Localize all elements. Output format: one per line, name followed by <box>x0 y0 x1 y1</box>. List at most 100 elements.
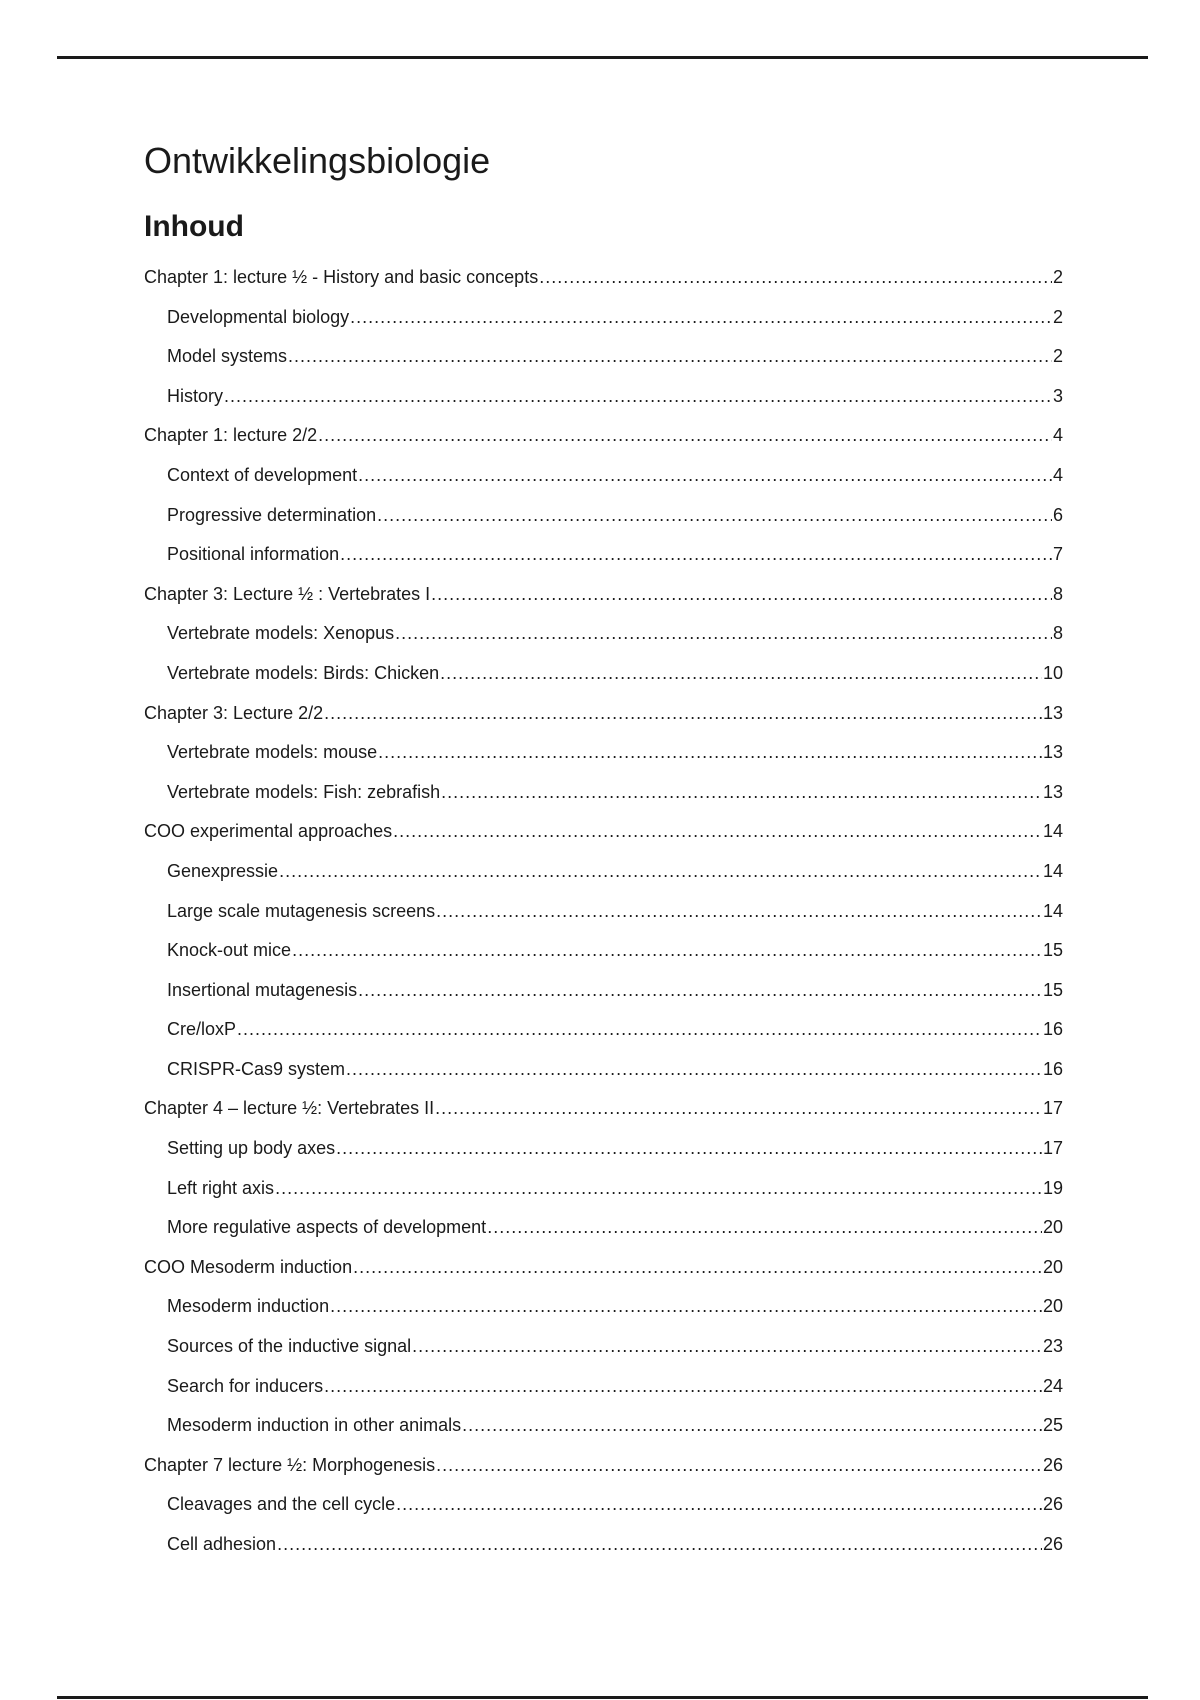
toc-entry-section[interactable]: Left right axis 19 <box>144 1174 1063 1214</box>
toc-entry-label: Vertebrate models: mouse <box>167 742 378 763</box>
toc-entry-label: Chapter 4 – lecture ½: Vertebrates II <box>144 1098 435 1119</box>
toc-entry-section[interactable]: Progressive determination 6 <box>144 501 1063 541</box>
toc-leader-dots <box>336 1134 1042 1162</box>
toc-entry-chapter[interactable]: Chapter 7 lecture ½: Morphogenesis 26 <box>144 1451 1063 1491</box>
toc-entry-section[interactable]: Mesoderm induction in other animals 25 <box>144 1411 1063 1451</box>
toc-leader-dots <box>377 501 1052 529</box>
toc-entry-section[interactable]: Cleavages and the cell cycle 26 <box>144 1490 1063 1530</box>
toc-entry-label: Insertional mutagenesis <box>167 979 358 1000</box>
toc-entry-page: 3 <box>1052 385 1063 406</box>
toc-entry-section[interactable]: Mesoderm induction 20 <box>144 1292 1063 1332</box>
toc-leader-dots <box>436 1451 1042 1479</box>
toc-entry-page: 2 <box>1052 346 1063 367</box>
toc-entry-label: Positional information <box>167 544 340 565</box>
toc-entry-label: COO experimental approaches <box>144 821 393 842</box>
toc-leader-dots <box>277 1530 1042 1558</box>
toc-leader-dots <box>435 1094 1042 1122</box>
toc-entry-section[interactable]: Vertebrate models: Xenopus 8 <box>144 619 1063 659</box>
toc-entry-section[interactable]: Vertebrate models: Fish: zebrafish 13 <box>144 778 1063 818</box>
toc-leader-dots <box>353 1253 1042 1281</box>
toc-entry-page: 2 <box>1052 306 1063 327</box>
toc-entry-label: Large scale mutagenesis screens <box>167 900 436 921</box>
toc-entry-label: Developmental biology <box>167 306 350 327</box>
toc-entry-section[interactable]: Developmental biology 2 <box>144 303 1063 343</box>
toc-leader-dots <box>340 540 1052 568</box>
toc-entry-page: 23 <box>1042 1336 1063 1357</box>
toc-leader-dots <box>378 738 1042 766</box>
toc-entry-section[interactable]: Positional information 7 <box>144 540 1063 580</box>
footer-rule <box>57 1696 1148 1699</box>
toc-entry-chapter[interactable]: COO Mesoderm induction 20 <box>144 1253 1063 1293</box>
toc-entry-page: 13 <box>1042 781 1063 802</box>
toc-entry-section[interactable]: Knock-out mice 15 <box>144 936 1063 976</box>
toc-entry-page: 13 <box>1042 742 1063 763</box>
toc-entry-section[interactable]: Cell adhesion 26 <box>144 1530 1063 1570</box>
toc-entry-chapter[interactable]: Chapter 4 – lecture ½: Vertebrates II 17 <box>144 1094 1063 1134</box>
toc-entry-page: 15 <box>1042 940 1063 961</box>
table-of-contents: Chapter 1: lecture ½ - History and basic… <box>144 263 1063 1570</box>
toc-entry-page: 19 <box>1042 1177 1063 1198</box>
toc-entry-label: Chapter 7 lecture ½: Morphogenesis <box>144 1454 436 1475</box>
toc-entry-page: 13 <box>1042 702 1063 723</box>
toc-entry-section[interactable]: More regulative aspects of development 20 <box>144 1213 1063 1253</box>
toc-entry-section[interactable]: Insertional mutagenesis 15 <box>144 976 1063 1016</box>
toc-entry-section[interactable]: Large scale mutagenesis screens 14 <box>144 897 1063 937</box>
toc-entry-page: 7 <box>1052 544 1063 565</box>
toc-entry-section[interactable]: Sources of the inductive signal 23 <box>144 1332 1063 1372</box>
toc-entry-label: Cell adhesion <box>167 1534 277 1554</box>
toc-leader-dots <box>412 1332 1042 1360</box>
toc-entry-chapter[interactable]: COO experimental approaches 14 <box>144 817 1063 857</box>
toc-leader-dots <box>288 342 1052 370</box>
toc-entry-section[interactable]: CRISPR-Cas9 system 16 <box>144 1055 1063 1095</box>
toc-entry-section[interactable]: Genexpressie 14 <box>144 857 1063 897</box>
toc-entry-label: Chapter 3: Lecture ½ : Vertebrates I <box>144 583 431 604</box>
toc-leader-dots <box>487 1213 1042 1241</box>
toc-entry-section[interactable]: History 3 <box>144 382 1063 422</box>
toc-leader-dots <box>358 461 1052 489</box>
toc-entry-label: CRISPR-Cas9 system <box>167 1058 346 1079</box>
toc-leader-dots <box>396 1490 1042 1518</box>
toc-entry-page: 6 <box>1052 504 1063 525</box>
toc-entry-label: Model systems <box>167 346 288 367</box>
toc-entry-label: Left right axis <box>167 1177 275 1198</box>
toc-leader-dots <box>539 263 1052 291</box>
toc-entry-page: 14 <box>1042 860 1063 881</box>
toc-leader-dots <box>330 1292 1042 1320</box>
toc-entry-chapter[interactable]: Chapter 3: Lecture 2/2 13 <box>144 699 1063 739</box>
toc-entry-label: Setting up body axes <box>167 1138 336 1159</box>
toc-entry-label: Cleavages and the cell cycle <box>167 1494 396 1515</box>
toc-entry-label: COO Mesoderm induction <box>144 1256 353 1277</box>
toc-entry-page: 4 <box>1052 425 1063 446</box>
toc-entry-section[interactable]: Search for inducers 24 <box>144 1372 1063 1412</box>
toc-entry-page: 4 <box>1052 464 1063 485</box>
toc-leader-dots <box>436 897 1042 925</box>
toc-entry-label: History <box>167 385 224 406</box>
toc-entry-label: Progressive determination <box>167 504 377 525</box>
toc-entry-page: 16 <box>1042 1058 1063 1079</box>
toc-leader-dots <box>275 1174 1042 1202</box>
toc-entry-section[interactable]: Cre/loxP 16 <box>144 1015 1063 1055</box>
toc-entry-page: 16 <box>1042 1019 1063 1040</box>
toc-entry-label: Search for inducers <box>167 1375 324 1396</box>
toc-entry-label: Context of development <box>167 464 358 485</box>
toc-entry-chapter[interactable]: Chapter 1: lecture 2/2 4 <box>144 421 1063 461</box>
toc-leader-dots <box>318 421 1052 449</box>
toc-entry-section[interactable]: Vertebrate models: Birds: Chicken 10 <box>144 659 1063 699</box>
toc-entry-chapter[interactable]: Chapter 1: lecture ½ - History and basic… <box>144 263 1063 303</box>
toc-entry-chapter[interactable]: Chapter 3: Lecture ½ : Vertebrates I 8 <box>144 580 1063 620</box>
toc-entry-label: Vertebrate models: Birds: Chicken <box>167 662 440 683</box>
toc-entry-page: 20 <box>1042 1217 1063 1238</box>
toc-entry-section[interactable]: Vertebrate models: mouse 13 <box>144 738 1063 778</box>
toc-entry-page: 20 <box>1042 1296 1063 1317</box>
toc-entry-page: 14 <box>1042 821 1063 842</box>
toc-entry-label: Mesoderm induction in other animals <box>167 1415 462 1436</box>
toc-entry-section[interactable]: Model systems 2 <box>144 342 1063 382</box>
toc-leader-dots <box>395 619 1052 647</box>
toc-entry-page: 17 <box>1042 1138 1063 1159</box>
toc-entry-section[interactable]: Setting up body axes 17 <box>144 1134 1063 1174</box>
toc-entry-section[interactable]: Context of development 4 <box>144 461 1063 501</box>
toc-entry-label: More regulative aspects of development <box>167 1217 487 1238</box>
document-title: Ontwikkelingsbiologie <box>144 140 491 181</box>
toc-entry-label: Genexpressie <box>167 860 279 881</box>
toc-leader-dots <box>292 936 1042 964</box>
